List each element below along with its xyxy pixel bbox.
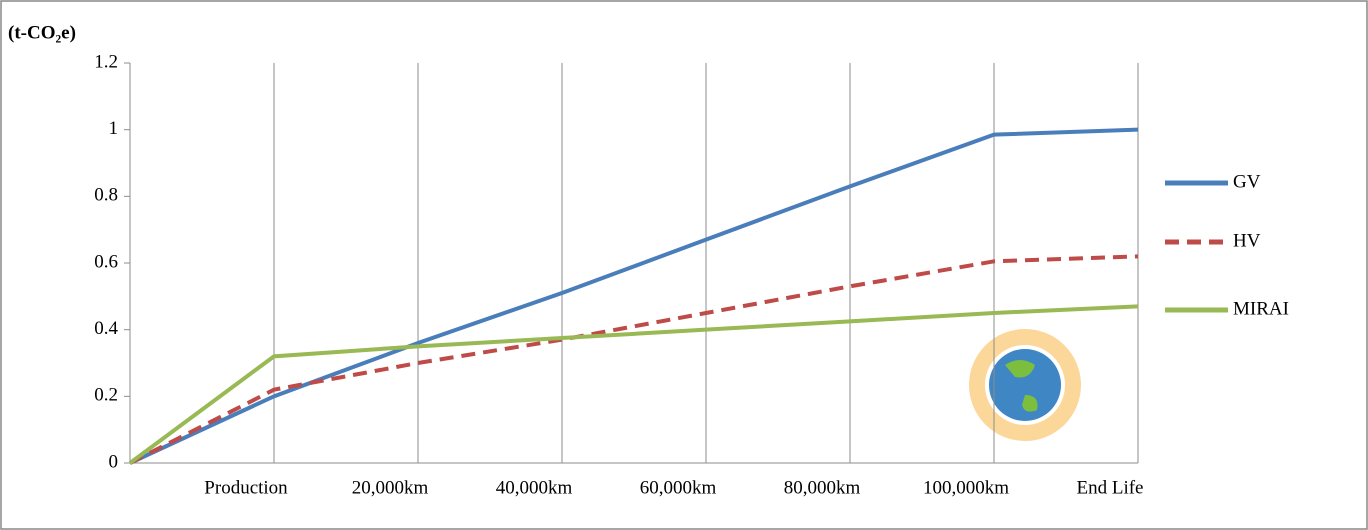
x-tick-label: 100,000km xyxy=(923,477,1009,498)
legend-label: MIRAI xyxy=(1233,298,1289,319)
y-tick-label: 0.6 xyxy=(94,251,118,272)
y-tick-label: 0.4 xyxy=(94,318,118,339)
y-tick-label: 0 xyxy=(109,451,119,472)
y-axis-label: (t-CO₂e) xyxy=(8,22,76,43)
series-line xyxy=(128,304,1139,465)
series-line xyxy=(129,127,1139,465)
x-tick-label: 40,000km xyxy=(496,477,573,498)
globe-icon xyxy=(969,329,1081,441)
legend-label: HV xyxy=(1233,230,1261,251)
y-tick-label: 0.2 xyxy=(94,385,118,406)
x-tick-label: End Life xyxy=(1076,477,1143,498)
x-tick-label: 60,000km xyxy=(640,477,717,498)
y-tick-label: 1.2 xyxy=(94,51,118,72)
x-tick-label: Production xyxy=(204,477,288,498)
legend-label: GV xyxy=(1233,171,1261,192)
x-tick-label: 20,000km xyxy=(352,477,429,498)
y-tick-label: 1 xyxy=(109,118,119,139)
y-tick-label: 0.8 xyxy=(94,185,118,206)
x-tick-label: 80,000km xyxy=(784,477,861,498)
series-line xyxy=(129,254,1139,465)
